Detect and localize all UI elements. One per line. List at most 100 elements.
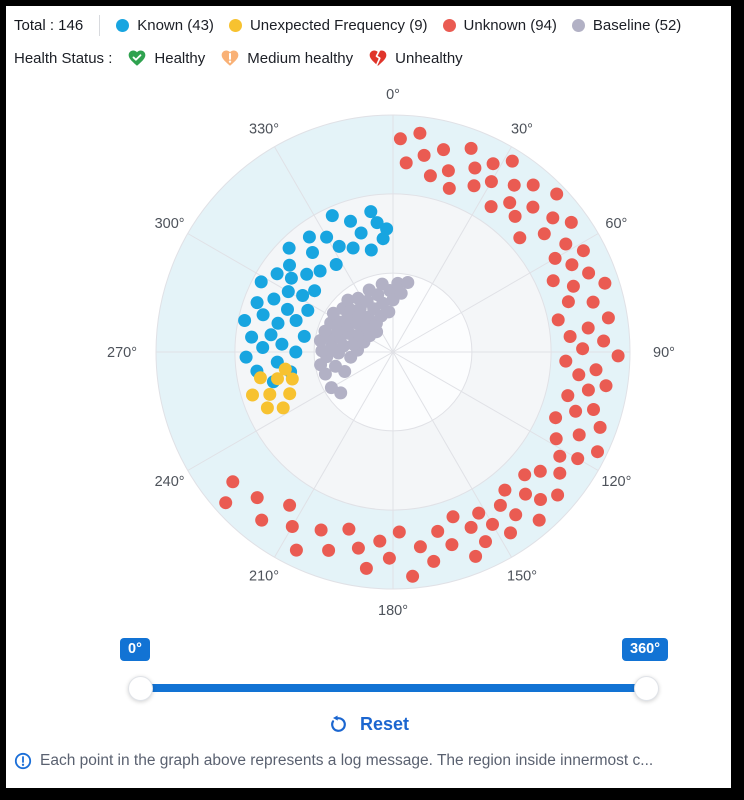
- data-point-unknown[interactable]: [442, 181, 456, 195]
- data-point-known[interactable]: [289, 314, 303, 327]
- data-point-unknown[interactable]: [392, 525, 406, 539]
- data-point-unknown[interactable]: [553, 466, 567, 480]
- data-point-unknown[interactable]: [504, 526, 517, 540]
- data-point-unknown[interactable]: [314, 523, 328, 537]
- data-point-unknown[interactable]: [549, 411, 563, 425]
- data-point-known[interactable]: [284, 271, 298, 285]
- data-point-known[interactable]: [281, 302, 294, 316]
- data-point-unknown[interactable]: [559, 354, 573, 368]
- data-point-unknown[interactable]: [546, 274, 560, 288]
- data-point-unknown[interactable]: [507, 178, 521, 192]
- data-point-unknown[interactable]: [464, 141, 478, 155]
- data-point-unknown[interactable]: [519, 487, 532, 501]
- data-point-baseline[interactable]: [324, 381, 338, 395]
- data-point-unknown[interactable]: [550, 187, 564, 201]
- data-point-unknown[interactable]: [493, 498, 507, 512]
- data-point-known[interactable]: [281, 285, 295, 299]
- data-point-unknown[interactable]: [285, 520, 299, 533]
- data-point-unknown[interactable]: [581, 383, 595, 397]
- data-point-known[interactable]: [308, 284, 322, 298]
- data-point-unknown[interactable]: [250, 491, 264, 505]
- data-point-known[interactable]: [354, 226, 368, 240]
- data-point-unknown[interactable]: [468, 161, 482, 175]
- data-point-baseline[interactable]: [382, 305, 396, 319]
- data-point-unknown[interactable]: [589, 363, 603, 377]
- data-point-unknown[interactable]: [611, 349, 625, 363]
- data-point-unknown[interactable]: [548, 251, 562, 265]
- data-point-unknown[interactable]: [219, 496, 233, 510]
- data-point-unknown[interactable]: [563, 330, 577, 343]
- data-point-unknown[interactable]: [445, 538, 459, 552]
- data-point-unknown[interactable]: [593, 420, 607, 434]
- data-point-known[interactable]: [282, 241, 296, 255]
- data-point-unknown[interactable]: [565, 258, 579, 272]
- data-point-known[interactable]: [250, 296, 264, 310]
- data-point-unknown[interactable]: [417, 148, 431, 162]
- data-point-unexpected-frequency[interactable]: [278, 362, 292, 376]
- data-point-known[interactable]: [271, 316, 285, 330]
- data-point-unexpected-frequency[interactable]: [260, 401, 274, 415]
- data-point-known[interactable]: [329, 258, 343, 271]
- data-point-unknown[interactable]: [382, 551, 396, 565]
- data-point-unknown[interactable]: [586, 295, 600, 309]
- data-point-known[interactable]: [313, 264, 327, 278]
- data-point-baseline[interactable]: [391, 276, 405, 290]
- legend-item-known[interactable]: Known (43): [116, 17, 214, 34]
- data-point-unknown[interactable]: [576, 342, 590, 356]
- data-point-unknown[interactable]: [546, 211, 560, 225]
- data-point-unknown[interactable]: [509, 508, 523, 522]
- data-point-unknown[interactable]: [526, 200, 540, 214]
- data-point-unknown[interactable]: [559, 237, 573, 251]
- data-point-unknown[interactable]: [342, 522, 356, 536]
- data-point-unknown[interactable]: [469, 549, 483, 563]
- data-point-known[interactable]: [300, 267, 314, 281]
- data-point-unknown[interactable]: [526, 178, 540, 192]
- data-point-unknown[interactable]: [486, 157, 500, 171]
- data-point-baseline[interactable]: [394, 286, 408, 300]
- data-point-unknown[interactable]: [226, 475, 240, 489]
- legend-item-unexpected-frequency[interactable]: Unexpected Frequency (9): [228, 17, 428, 34]
- data-point-unknown[interactable]: [359, 561, 373, 575]
- data-point-unknown[interactable]: [322, 543, 336, 557]
- data-point-known[interactable]: [380, 222, 394, 236]
- data-point-unknown[interactable]: [576, 244, 590, 258]
- data-point-unknown[interactable]: [534, 493, 547, 506]
- data-point-unknown[interactable]: [484, 175, 498, 189]
- data-point-unknown[interactable]: [587, 403, 600, 416]
- data-point-known[interactable]: [254, 275, 268, 289]
- data-point-unknown[interactable]: [472, 506, 486, 520]
- data-point-unknown[interactable]: [413, 540, 427, 554]
- data-point-known[interactable]: [238, 314, 252, 327]
- data-point-baseline[interactable]: [401, 276, 415, 289]
- data-point-unknown[interactable]: [255, 513, 269, 527]
- data-point-unexpected-frequency[interactable]: [263, 387, 277, 401]
- data-point-unexpected-frequency[interactable]: [283, 387, 297, 401]
- data-point-unknown[interactable]: [467, 179, 481, 193]
- data-point-unknown[interactable]: [561, 295, 575, 309]
- data-point-unknown[interactable]: [431, 524, 445, 538]
- data-point-known[interactable]: [283, 258, 296, 272]
- data-point-baseline[interactable]: [315, 344, 329, 358]
- data-point-unexpected-frequency[interactable]: [285, 372, 299, 386]
- data-point-unknown[interactable]: [549, 432, 563, 446]
- data-point-unknown[interactable]: [581, 321, 595, 335]
- info-icon[interactable]: [14, 752, 32, 770]
- data-point-unknown[interactable]: [597, 334, 611, 348]
- legend-item-baseline[interactable]: Baseline (52): [571, 17, 681, 34]
- data-point-unknown[interactable]: [427, 554, 441, 568]
- data-point-unknown[interactable]: [351, 541, 365, 555]
- data-point-unknown[interactable]: [513, 231, 527, 245]
- data-point-baseline[interactable]: [341, 293, 355, 307]
- data-point-unexpected-frequency[interactable]: [246, 388, 259, 402]
- data-point-known[interactable]: [376, 232, 390, 246]
- data-point-unknown[interactable]: [591, 445, 604, 459]
- data-point-unknown[interactable]: [399, 156, 413, 170]
- data-point-unexpected-frequency[interactable]: [271, 372, 284, 386]
- data-point-unexpected-frequency[interactable]: [276, 401, 290, 415]
- data-point-unknown[interactable]: [582, 266, 596, 280]
- data-point-unknown[interactable]: [551, 313, 565, 327]
- data-point-unknown[interactable]: [518, 468, 532, 482]
- data-point-known[interactable]: [302, 230, 316, 244]
- data-point-unknown[interactable]: [289, 543, 303, 557]
- data-point-known[interactable]: [296, 289, 310, 302]
